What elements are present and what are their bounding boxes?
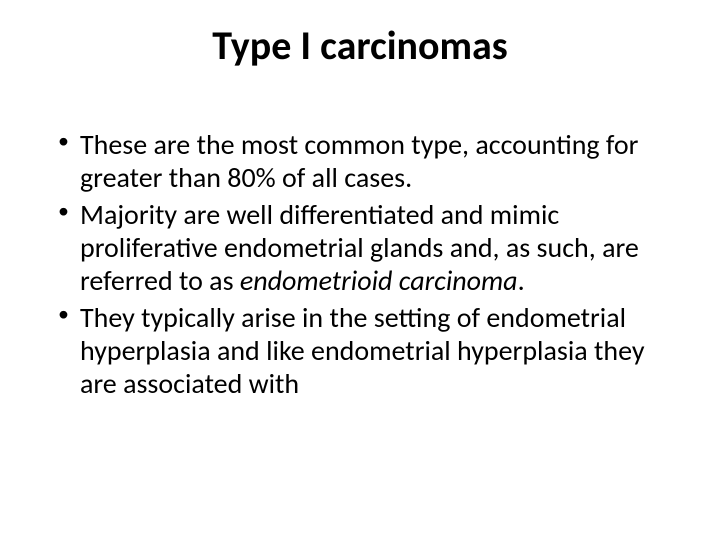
bullet-text: They typically arise in the setting of e… bbox=[80, 300, 645, 401]
bullet-text: These are the most common type, accounti… bbox=[80, 127, 638, 195]
bullet-text-post: . bbox=[518, 263, 525, 298]
slide-title: Type I carcinomas bbox=[40, 24, 680, 68]
bullet-list: These are the most common type, accounti… bbox=[40, 128, 680, 400]
bullet-italic: endometrioid carcinoma bbox=[240, 263, 518, 298]
bullet-item: Majority are well differentiated and mim… bbox=[58, 198, 670, 297]
slide: Type I carcinomas These are the most com… bbox=[0, 0, 720, 540]
bullet-item: They typically arise in the setting of e… bbox=[58, 301, 670, 400]
bullet-item: These are the most common type, accounti… bbox=[58, 128, 670, 194]
